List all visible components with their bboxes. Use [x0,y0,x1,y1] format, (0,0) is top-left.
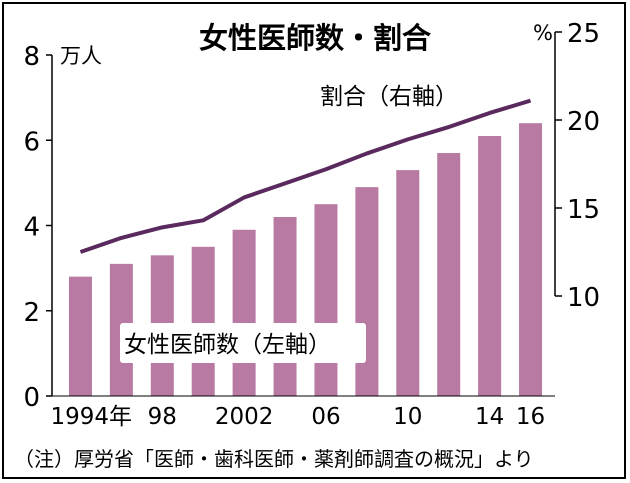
bar-2006 [314,204,338,396]
x-tick-label-2016: 16 [516,404,545,430]
x-tick-label-2002: 2002 [215,404,274,430]
chart-frame [2,2,626,479]
right-tick-label-10: 10 [567,283,600,313]
x-tick-label-2006: 06 [311,404,340,430]
right-axis-unit: % [533,21,553,45]
left-tick-label-8: 8 [23,42,40,72]
line-series-ratio [79,98,532,254]
x-tick-label-2010: 10 [393,404,422,430]
left-axis-unit: 万人 [60,44,102,68]
x-tick-label-1998: 98 [148,404,177,430]
bar-2002 [232,229,256,396]
left-tick-label-0: 0 [23,383,40,413]
bar-2004 [273,216,297,396]
bar-1994 [68,276,92,396]
x-tick-label-2014: 14 [475,404,504,430]
right-tick-label-25: 25 [567,19,600,49]
series-label-ratio: 割合（右軸） [320,84,458,110]
chart-title: 女性医師数・割合 [199,21,431,55]
note-text: （注）厚労省「医師・歯科医師・薬剤師調査の概況」より [14,447,534,471]
bar-2014 [478,135,502,397]
series-label-bg-count [120,323,366,363]
right-tick-label-20: 20 [567,107,600,137]
left-tick-label-2: 2 [23,298,40,328]
bar-2008 [355,187,379,396]
right-tick-label-15: 15 [567,195,600,225]
bar-2016 [519,123,543,396]
left-tick-label-4: 4 [23,213,40,243]
left-tick-label-6: 6 [23,127,40,157]
x-tick-label-1994: 1994年 [50,404,132,430]
bar-2010 [396,170,420,396]
bar-2000 [191,246,215,396]
series-label-count: 女性医師数（左軸） [124,332,331,358]
bar-2012 [437,153,461,396]
